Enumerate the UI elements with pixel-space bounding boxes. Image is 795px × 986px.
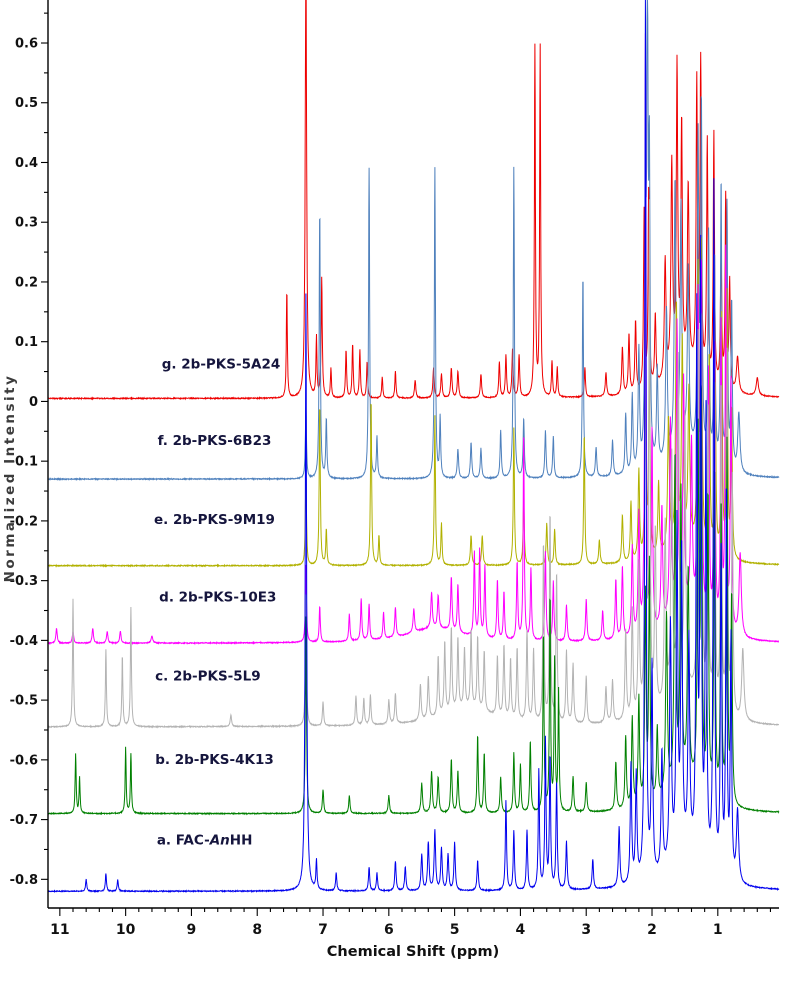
x-tick-label: 6 (384, 922, 394, 938)
trace-label-f: f. 2b-PKS-6B23 (158, 433, 272, 449)
x-tick-label: 2 (647, 922, 657, 938)
y-tick-label: -0.8 (10, 873, 38, 888)
spectrum-d (47, 33, 780, 646)
spectrum-f (47, 0, 780, 482)
trace-label-e: e. 2b-PKS-9M19 (154, 512, 275, 528)
x-tick-label: 7 (318, 922, 328, 938)
x-tick-label: 4 (516, 922, 526, 938)
trace-label-a: a. FAC-AnHH (157, 833, 253, 849)
x-tick-label: 5 (450, 922, 460, 938)
y-tick-label: -0.2 (10, 514, 38, 529)
y-tick-label: 0.5 (15, 96, 38, 111)
x-tick-label: 8 (252, 922, 262, 938)
trace-labels-layer: g. 2b-PKS-5A24 f. 2b-PKS-6B23 e. 2b-PKS-9M… (154, 357, 280, 849)
y-tick-label: 0.3 (15, 216, 38, 231)
spectrum-b (47, 385, 780, 816)
trace-label-c: c. 2b-PKS-5L9 (155, 668, 261, 684)
axes-layer: 11 10 9 8 7 6 5 4 3 2 1 0.6 0.5 0.4 0.3 0.2 0.1 0 -0.1 -0.2… (10, 0, 779, 938)
x-tick-label: 10 (116, 922, 136, 938)
y-tick-label: 0.2 (15, 275, 38, 290)
y-tick-label: -0.6 (10, 753, 38, 768)
x-tick-label: 9 (187, 922, 197, 938)
trace-label-d: d. 2b-PKS-10E3 (159, 590, 276, 606)
y-tick-label: -0.5 (10, 694, 38, 709)
y-tick-label: 0.6 (15, 37, 38, 52)
spectra-layer (47, 0, 780, 894)
y-tick-label: 0 (29, 395, 38, 410)
y-tick-label: 0.1 (15, 335, 38, 350)
y-tick-label: -0.3 (10, 574, 38, 589)
x-tick-label: 1 (713, 922, 723, 938)
x-tick-label: 3 (581, 922, 591, 938)
y-axis-title: Normalized Intensity (2, 374, 18, 583)
y-tick-label: -0.4 (10, 634, 38, 649)
x-tick-label: 11 (50, 922, 69, 938)
trace-label-g: g. 2b-PKS-5A24 (162, 357, 280, 373)
trace-label-b: b. 2b-PKS-4K13 (155, 752, 273, 768)
y-tick-label: -0.1 (10, 455, 38, 470)
spectrum-a (47, 0, 780, 894)
x-axis-title: Chemical Shift (ppm) (327, 944, 499, 960)
y-tick-label: -0.7 (10, 813, 38, 828)
y-tick-label: 0.4 (15, 156, 38, 171)
spectrum-g (47, 0, 780, 401)
spectrum-c (47, 199, 780, 729)
spectrum-e (47, 237, 780, 568)
